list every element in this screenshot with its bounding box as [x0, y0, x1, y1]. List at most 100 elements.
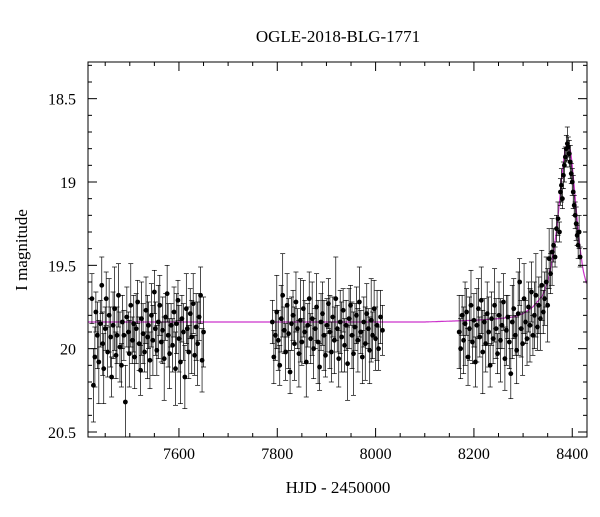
data-marker: [161, 356, 167, 362]
data-point: [115, 263, 121, 328]
data-marker: [343, 322, 349, 328]
data-marker: [171, 309, 177, 315]
data-point: [180, 303, 186, 361]
data-point: [486, 296, 492, 368]
data-point: [275, 309, 281, 371]
data-point: [96, 319, 102, 405]
data-point: [99, 256, 105, 315]
plot-area: [88, 126, 587, 437]
data-point: [508, 348, 514, 400]
data-marker: [131, 321, 137, 327]
data-marker: [351, 351, 356, 357]
data-marker: [306, 296, 312, 302]
data-marker: [286, 331, 291, 337]
data-point: [356, 266, 362, 338]
data-point: [315, 299, 321, 385]
data-marker: [147, 357, 153, 363]
data-point: [157, 274, 163, 336]
data-point: [121, 309, 127, 361]
data-marker: [577, 254, 583, 260]
data-point: [458, 318, 464, 380]
data-marker: [189, 334, 195, 340]
data-marker: [545, 302, 551, 308]
data-marker: [287, 369, 293, 375]
y-tick-label: 20: [60, 342, 76, 359]
data-marker: [520, 341, 525, 347]
data-point: [471, 293, 477, 348]
data-marker: [277, 362, 283, 368]
data-marker: [356, 299, 362, 305]
data-marker: [145, 334, 150, 340]
data-marker: [477, 334, 483, 340]
data-point: [198, 266, 204, 325]
plot-frame: [87, 61, 588, 438]
y-tick-label: 20.5: [48, 425, 76, 442]
x-tick-label: 8200: [458, 446, 490, 463]
chart-title: OGLE-2018-BLG-1771: [256, 27, 420, 46]
data-marker: [524, 336, 530, 342]
data-marker: [108, 334, 114, 340]
data-marker: [339, 334, 345, 340]
data-marker: [173, 366, 178, 372]
data-marker: [557, 229, 562, 235]
data-marker: [121, 332, 127, 338]
data-marker: [539, 282, 545, 288]
data-point: [145, 301, 151, 350]
data-point: [545, 268, 551, 343]
data-point: [122, 364, 128, 437]
data-point: [171, 286, 177, 338]
data-point: [539, 249, 545, 321]
data-point: [333, 256, 339, 341]
data-marker: [317, 364, 322, 370]
data-marker: [128, 302, 134, 308]
model-curve: [88, 143, 587, 323]
data-marker: [570, 189, 576, 195]
data-marker: [340, 307, 346, 313]
data-marker: [195, 341, 201, 347]
data-marker: [109, 374, 114, 380]
axes: 7600 7800 8000 8200 8400 18.5 19 19.5 20 20.5: [48, 62, 588, 463]
data-marker: [560, 196, 565, 202]
data-point: [283, 323, 289, 381]
x-tick-label: 8400: [556, 446, 588, 463]
data-marker: [334, 326, 340, 332]
data-point: [556, 221, 562, 243]
data-marker: [559, 182, 564, 188]
data-marker: [116, 292, 121, 298]
data-point: [173, 331, 179, 406]
data-point: [321, 299, 327, 371]
data-point: [464, 288, 470, 336]
data-marker: [573, 221, 579, 227]
data-marker: [92, 354, 98, 360]
data-point: [118, 343, 124, 388]
data-point: [478, 266, 484, 335]
data-marker: [561, 172, 566, 178]
data-point: [487, 343, 493, 388]
data-marker: [114, 332, 120, 338]
data-marker: [136, 341, 142, 347]
data-marker: [151, 289, 157, 295]
x-tick-label: 7600: [163, 446, 195, 463]
data-marker: [135, 299, 141, 305]
data-marker: [201, 329, 206, 335]
data-point: [475, 278, 481, 340]
data-point: [577, 246, 583, 268]
data-marker: [283, 349, 289, 355]
data-point: [559, 188, 565, 210]
data-marker: [521, 296, 527, 302]
data-marker: [567, 159, 573, 165]
data-marker: [112, 306, 117, 312]
data-marker: [101, 366, 107, 372]
data-point: [164, 264, 170, 323]
data-point: [167, 318, 173, 390]
data-marker: [566, 151, 572, 157]
data-point: [135, 279, 141, 325]
data-marker: [293, 299, 299, 305]
data-point: [528, 261, 534, 323]
data-marker: [508, 371, 514, 377]
data-marker: [374, 322, 380, 328]
data-marker: [533, 292, 539, 298]
data-marker: [175, 297, 181, 303]
